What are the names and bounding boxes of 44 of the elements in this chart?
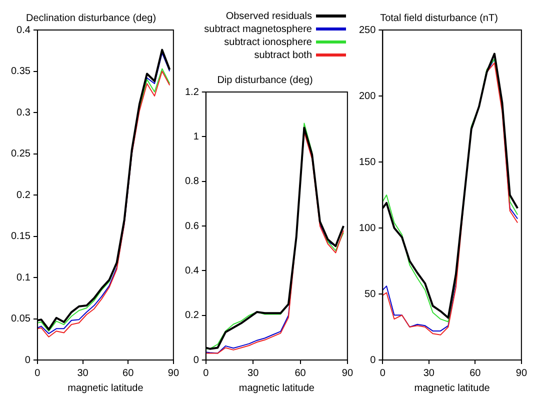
y-tick-label: 0.3 xyxy=(16,107,31,118)
x-axis-title: magnetic latitude xyxy=(238,382,315,394)
y-tick-label: 0.4 xyxy=(16,24,31,36)
y-tick-label: 0.8 xyxy=(184,176,200,188)
y-tick-label: 0.4 xyxy=(184,265,200,276)
y-tick-label: 0.15 xyxy=(10,231,31,242)
y-tick-label: 200 xyxy=(358,90,376,102)
x-tick-label: 30 xyxy=(77,368,89,379)
x-tick-label: 60 xyxy=(470,368,482,379)
y-tick-label: 0.25 xyxy=(10,148,31,160)
legend-label: subtract both xyxy=(254,50,312,61)
chart-title: Dip disturbance (deg) xyxy=(217,74,313,86)
y-tick-label: 1.2 xyxy=(184,86,200,98)
y-tick-label: 0.6 xyxy=(184,220,200,232)
x-tick-label: 90 xyxy=(516,368,528,379)
x-tick-label: 30 xyxy=(248,368,260,379)
y-tick-label: 100 xyxy=(358,222,376,234)
y-tick-label: 0.05 xyxy=(10,314,31,324)
y-tick-label: 1 xyxy=(193,131,200,142)
y-tick-label: 0.2 xyxy=(184,310,200,322)
y-tick-label: 0 xyxy=(193,354,200,366)
x-tick-label: 90 xyxy=(342,368,354,379)
y-tick-label: 0.1 xyxy=(16,272,31,284)
chart-title: Total field disturbance (nT) xyxy=(380,12,498,24)
y-tick-label: 0 xyxy=(24,354,31,366)
x-tick-label: 90 xyxy=(168,368,180,379)
legend-label: subtract magnetosphere xyxy=(204,24,312,35)
y-tick-label: 150 xyxy=(358,156,376,168)
x-tick-label: 0 xyxy=(380,368,386,379)
y-tick-label: 0 xyxy=(370,354,376,366)
x-tick-label: 60 xyxy=(122,368,134,379)
y-tick-label: 250 xyxy=(358,24,376,36)
x-axis-title: magnetic latitude xyxy=(414,382,490,394)
y-tick-label: 0.35 xyxy=(10,66,31,77)
legend-label: Observed residuals xyxy=(226,10,312,22)
x-tick-label: 0 xyxy=(203,368,210,379)
x-tick-label: 60 xyxy=(294,368,306,379)
y-tick-label: 50 xyxy=(364,288,376,300)
chart-title: Declination disturbance (deg) xyxy=(26,12,156,24)
y-tick-label: 0.2 xyxy=(16,190,31,201)
x-tick-label: 0 xyxy=(34,368,41,379)
x-tick-label: 30 xyxy=(423,368,435,379)
x-axis-title: magnetic latitude xyxy=(68,382,144,394)
legend-label: subtract ionosphere xyxy=(224,36,312,48)
